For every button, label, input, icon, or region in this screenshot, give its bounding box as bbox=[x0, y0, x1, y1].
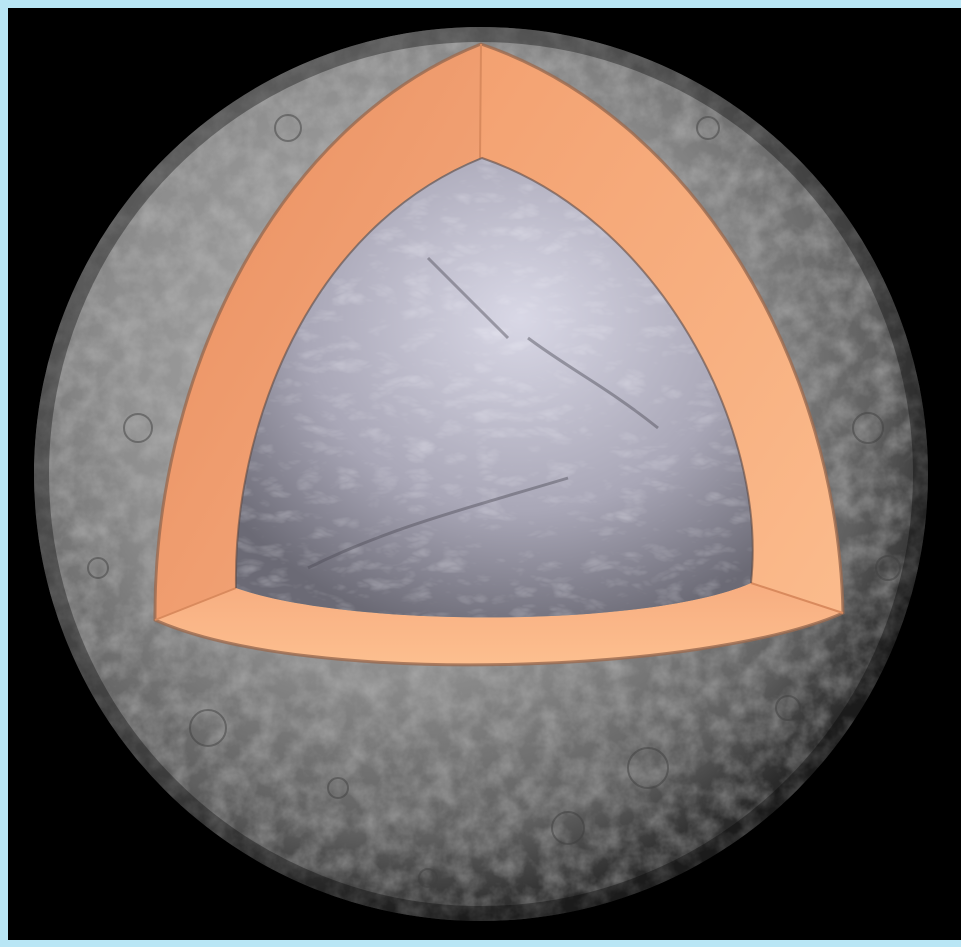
image-frame bbox=[8, 8, 961, 940]
planet-cutaway-illustration bbox=[34, 27, 928, 921]
mantle-layer bbox=[153, 42, 845, 667]
